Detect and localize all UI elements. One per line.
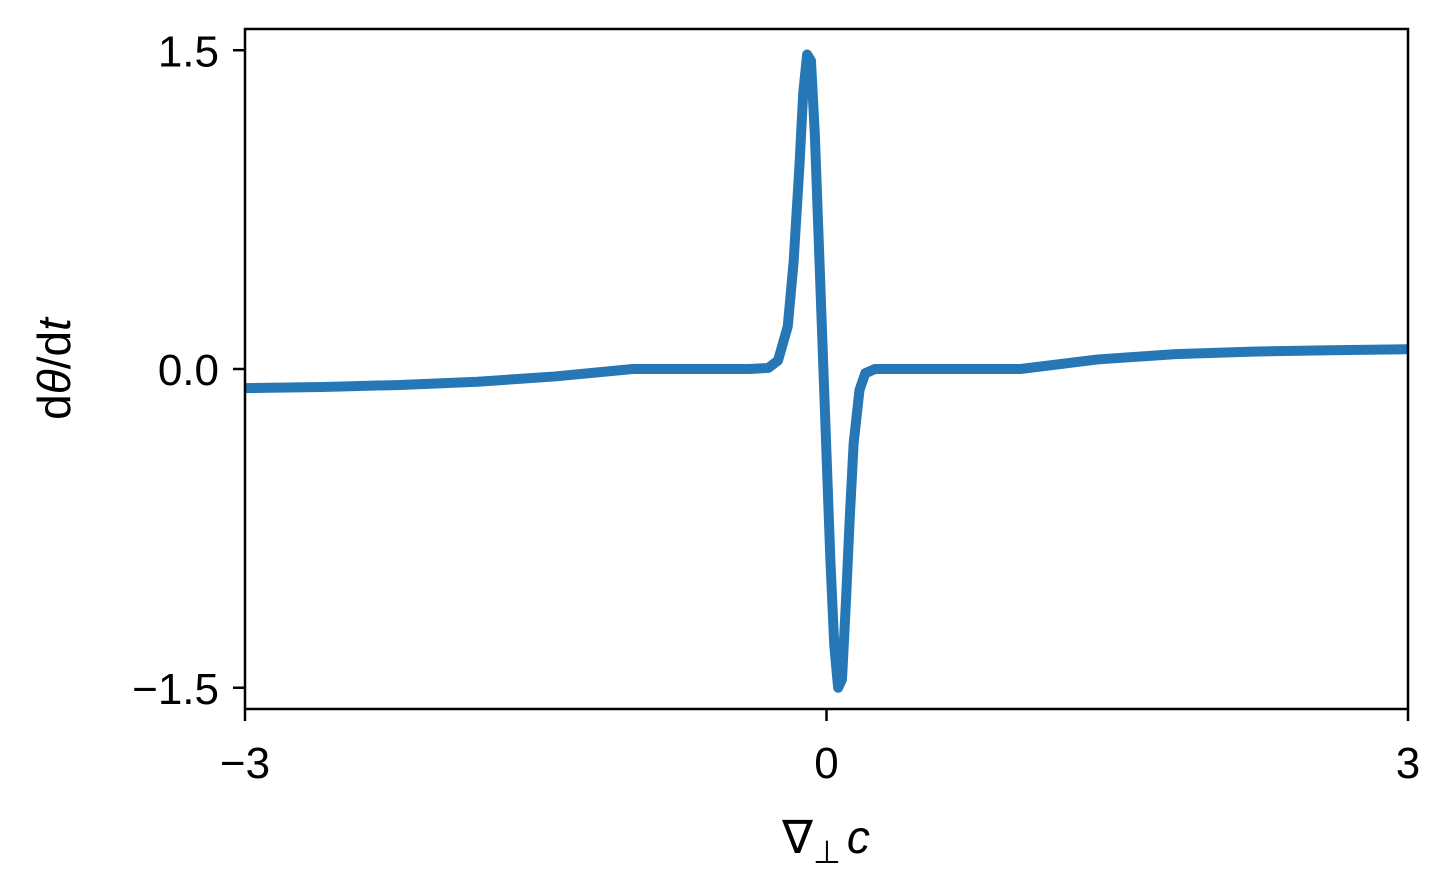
x-axis-label: ∇⊥ c — [781, 811, 870, 870]
x-axis: −3 0 3 — [220, 709, 1420, 788]
x-tick-label-1: 0 — [814, 739, 838, 788]
x-axis-label-var: c — [847, 811, 870, 863]
y-axis-label-mid: /d — [28, 331, 80, 369]
y-axis-label-t: t — [28, 316, 80, 331]
y-axis-label-d: d — [28, 394, 80, 420]
x-tick-label-2: 3 — [1396, 739, 1420, 788]
y-axis: 1.5 0.0 −1.5 — [132, 27, 245, 714]
x-axis-label-sub: ⊥ — [813, 834, 841, 870]
y-tick-label-2: −1.5 — [132, 665, 219, 714]
series-layer — [244, 49, 1409, 693]
x-tick-label-0: −3 — [220, 739, 270, 788]
x-axis-label-nabla: ∇ — [781, 811, 813, 863]
series-line-0 — [244, 49, 1409, 693]
y-axis-label: dθ/dt — [28, 316, 80, 420]
y-tick-label-0: 1.5 — [158, 27, 219, 76]
y-axis-label-theta: θ — [28, 369, 80, 394]
y-tick-label-1: 0.0 — [158, 346, 219, 395]
